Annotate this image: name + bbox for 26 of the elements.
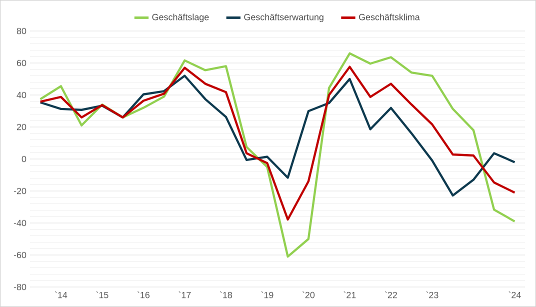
line-series	[39, 52, 516, 258]
y-tick-label: -80	[14, 284, 26, 290]
line-series	[39, 66, 516, 221]
y-tick-label: 0	[22, 156, 26, 162]
legend-label: Geschäftserwartung	[244, 14, 324, 22]
x-tick-label: `22	[384, 292, 397, 298]
x-tick-label: `21	[344, 292, 356, 298]
x-tick-label: `18	[220, 292, 232, 298]
x-tick-label: `15	[96, 292, 108, 298]
x-tick-label: `24	[508, 292, 521, 298]
x-tick-label: `19	[261, 292, 274, 298]
x-tick-label: `14	[54, 292, 68, 298]
x-tick-label: `23	[426, 292, 438, 298]
x-tick-label: `20	[302, 292, 315, 298]
y-tick-label: -20	[14, 188, 26, 194]
y-tick-label: 20	[16, 124, 26, 130]
y-tick-label: -60	[14, 252, 26, 258]
y-tick-label: 40	[16, 92, 26, 98]
legend-label: Geschäftsklima	[359, 14, 420, 20]
y-tick-label: 80	[16, 28, 26, 34]
y-tick-label: -40	[14, 220, 26, 226]
x-tick-label: `16	[137, 292, 150, 298]
y-tick-label: 60	[16, 60, 26, 66]
x-tick-label: `17	[178, 292, 191, 298]
legend-label: Geschäftslage	[152, 14, 209, 22]
line-series	[39, 74, 516, 197]
